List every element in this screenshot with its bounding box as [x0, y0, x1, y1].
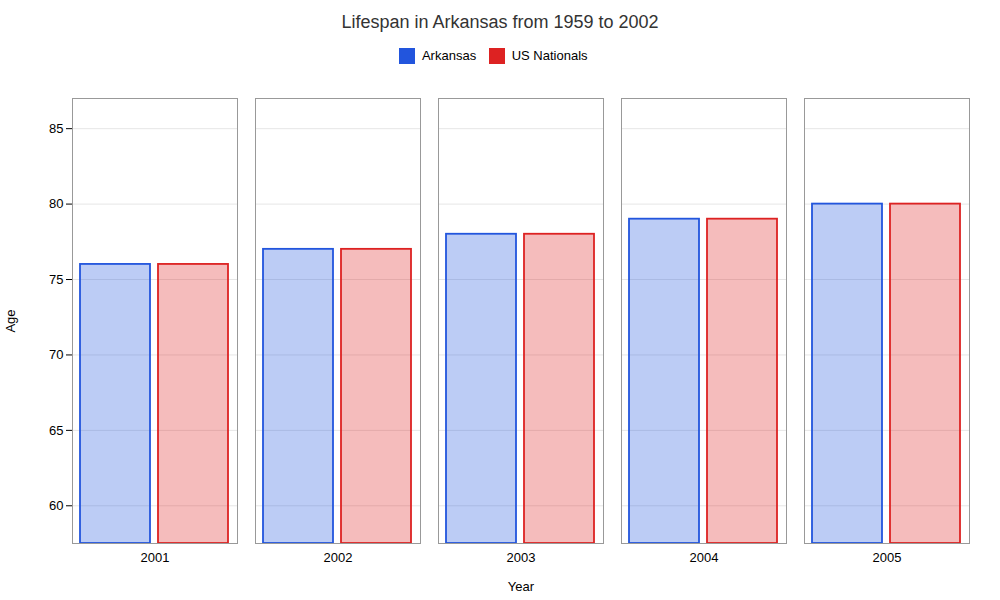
svg-text:85: 85 [49, 120, 63, 135]
svg-text:65: 65 [49, 422, 63, 437]
svg-text:Year: Year [508, 578, 535, 593]
html-text:US Nationals: US Nationals [511, 48, 588, 63]
html-text:Arkansas: Arkansas [422, 48, 477, 63]
svg-text:2004: 2004 [690, 549, 719, 564]
html-text:Lifespan in Arkansas from 1959: Lifespan in Arkansas from 1959 to 2002 [341, 12, 659, 32]
svg-text:80: 80 [49, 196, 63, 211]
svg-text:2002: 2002 [324, 549, 353, 564]
svg-text:60: 60 [49, 497, 63, 512]
svg-text:2003: 2003 [507, 549, 536, 564]
svg-text:Age: Age [3, 309, 18, 332]
svg-text:70: 70 [49, 347, 63, 362]
svg-text:2001: 2001 [141, 549, 170, 564]
svg-text:2005: 2005 [873, 549, 902, 564]
svg-text:75: 75 [49, 271, 63, 286]
